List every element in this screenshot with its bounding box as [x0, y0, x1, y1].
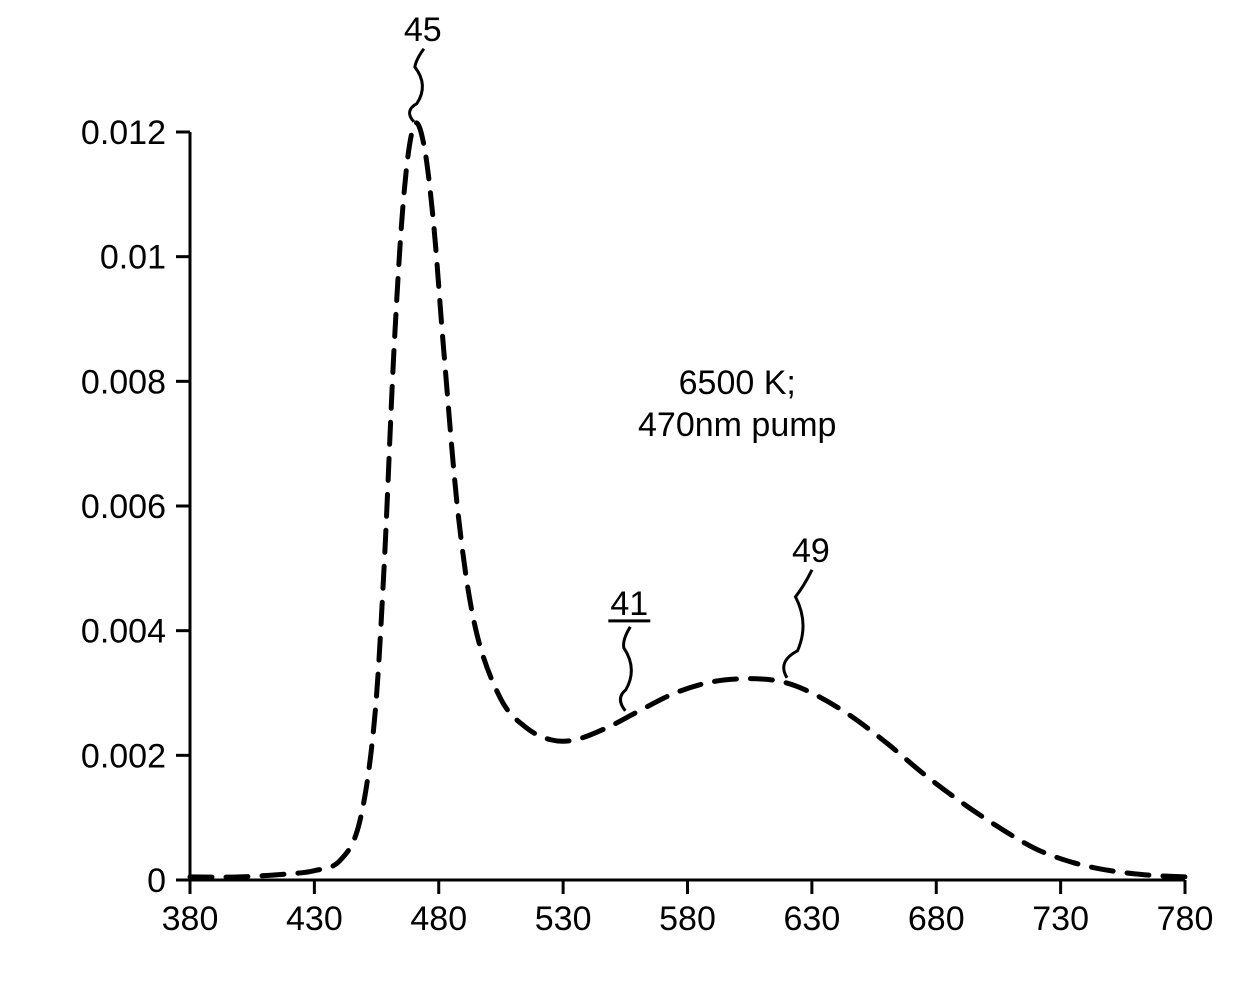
spectral-curve — [190, 123, 1185, 877]
x-tick-label: 780 — [1157, 900, 1214, 938]
annotation-label-41: 41 — [610, 585, 648, 623]
y-tick-label: 0.012 — [81, 114, 166, 152]
y-tick-label: 0 — [147, 862, 166, 900]
spectrum-chart: 380430480530580630680730780 00.0020.0040… — [0, 0, 1240, 1006]
x-axis-ticks: 380 430 480 530 580 630 680 730 780 — [162, 880, 1214, 938]
y-tick-label: 0.01 — [100, 239, 166, 277]
chart-text-blocks: 6500 K; 470nm pump — [638, 364, 836, 444]
y-tick-label: 0.006 — [81, 488, 166, 526]
annotation-label-49: 49 — [792, 532, 830, 570]
x-tick-label: 380 — [162, 900, 219, 938]
annotation-leader-41 — [620, 627, 631, 711]
annotations: 45 41 49 — [404, 11, 830, 711]
annotation-label-45: 45 — [404, 11, 442, 49]
chart-text-line: 6500 K; — [679, 364, 796, 402]
x-tick-label: 530 — [535, 900, 592, 938]
x-tick-label: 430 — [286, 900, 343, 938]
annotation-leader-45 — [410, 49, 424, 122]
x-tick-label: 680 — [908, 900, 965, 938]
annotation-leader-49 — [784, 570, 812, 678]
y-axis-ticks: 0 0.002 0.004 0.006 0.008 0.01 0.012 — [81, 114, 190, 900]
x-tick-label: 580 — [659, 900, 716, 938]
x-tick-label: 480 — [410, 900, 467, 938]
y-tick-label: 0.008 — [81, 363, 166, 401]
y-tick-label: 0.004 — [81, 613, 166, 651]
chart-text-line: 470nm pump — [638, 406, 836, 444]
axes — [190, 132, 1185, 880]
x-tick-label: 630 — [784, 900, 841, 938]
x-tick-label: 730 — [1032, 900, 1089, 938]
y-tick-label: 0.002 — [81, 737, 166, 775]
